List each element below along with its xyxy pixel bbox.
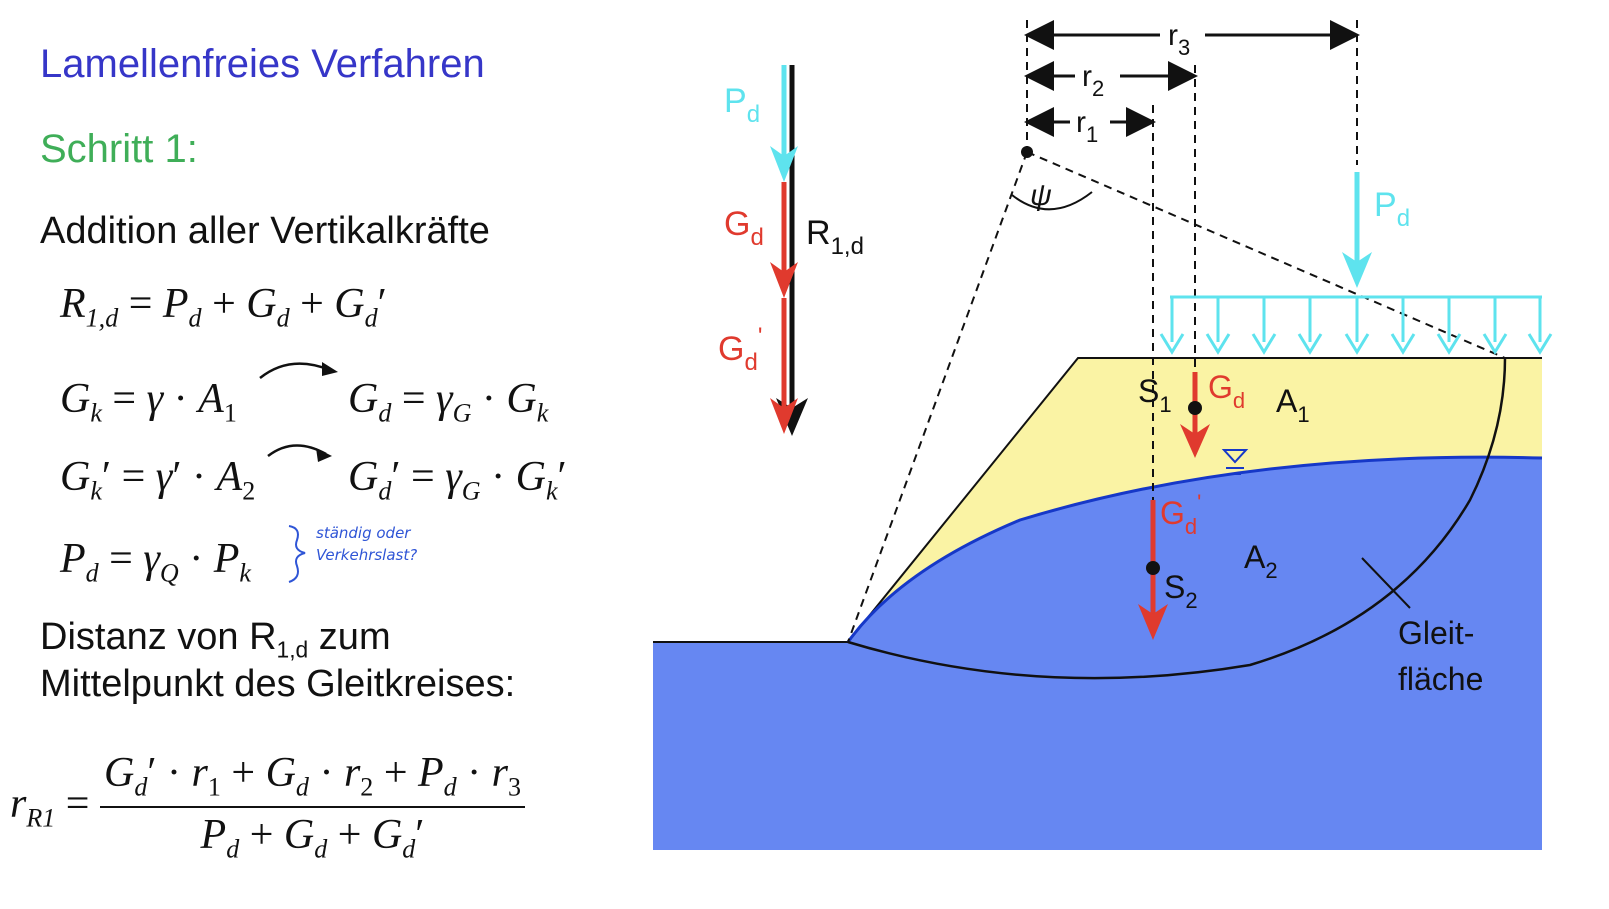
a1-label: A1: [1276, 383, 1310, 427]
distance-text-line1: Distanz von R: [40, 616, 277, 658]
psi-label: ψ: [1030, 179, 1052, 212]
handwritten-note-line2: Verkehrslast?: [316, 545, 418, 564]
distance-text-line1-end: zum: [308, 616, 391, 658]
distributed-load-arrowhead: [1482, 333, 1508, 355]
handwritten-arrows: [259, 362, 338, 462]
equation-gd-prime: Gd′ = γG · Gk′: [348, 454, 567, 506]
addition-heading: Addition aller Vertikalkräfte: [40, 210, 490, 252]
s2-label: S2: [1164, 569, 1198, 613]
gleitflaeche-label-line2: fläche: [1398, 661, 1483, 697]
fraction: Gd′ · r1 + Gd · r2 + Pd · r3 Pd + Gd + G…: [99, 752, 526, 863]
slope-surface-line: [653, 357, 1542, 643]
equation-gd: Gd = γG · Gk: [348, 376, 549, 428]
gd-vector-label: Gd: [724, 205, 764, 251]
pd-load-arrowhead: [1342, 252, 1372, 288]
radius-line-right: [1026, 151, 1506, 359]
distributed-load-arrowhead: [1344, 333, 1370, 355]
gd-vector-arrowhead: [770, 262, 798, 298]
equation-pd: Pd = γQ · Pk: [60, 536, 251, 588]
gd-prime-vector-arrowhead: [770, 398, 798, 434]
distributed-load-arrowhead: [1297, 333, 1323, 355]
distributed-load-arrowhead: [1527, 333, 1553, 355]
s1-point: [1188, 401, 1202, 415]
gd-slope-label: Gd: [1208, 369, 1245, 413]
resultant-label: R1,d: [806, 214, 864, 260]
distributed-load-arrowhead: [1159, 333, 1185, 355]
distributed-load-arrows: [1159, 297, 1553, 355]
water-table-symbol: [1221, 449, 1249, 475]
distance-text: Distanz von R1,d zum Mittelpunkt des Gle…: [40, 616, 515, 706]
distance-text-line2: Mittelpunkt des Gleitkreises:: [40, 662, 516, 705]
psi-angle-arc: [1011, 191, 1093, 211]
pd-load-label: Pd: [1374, 186, 1410, 232]
gd-prime-slope-arrowhead: [1138, 604, 1168, 640]
s1-label: S1: [1138, 373, 1172, 417]
handwritten-note-line1: ständig oder: [316, 524, 411, 542]
gd-prime-slope-label: Gd': [1160, 490, 1201, 539]
distributed-load-arrowhead: [1251, 333, 1277, 355]
slip-circle: [847, 357, 1507, 680]
distance-text-sub: 1,d: [276, 636, 309, 663]
gleitflaeche-leader: [1361, 557, 1411, 609]
r2-label: r2: [1082, 60, 1104, 101]
equation-resultant: R1,d = Pd + Gd + Gd′: [60, 281, 387, 333]
equation-gk-prime: Gk′ = γ′ · A2: [60, 454, 256, 506]
handwritten-note: ständig oder Verkehrslast?: [316, 524, 418, 564]
r1-label: r1: [1076, 106, 1098, 147]
equation-gk: Gk = γ · A1: [60, 376, 237, 428]
pd-vector-label: Pd: [724, 82, 760, 128]
s2-point: [1146, 561, 1160, 575]
distributed-load-arrowhead: [1205, 333, 1231, 355]
a2-label: A2: [1244, 539, 1278, 583]
handwritten-brace: [288, 525, 306, 583]
gd-prime-vector-label: Gd': [718, 323, 762, 376]
distributed-load-arrowhead: [1436, 333, 1462, 355]
pd-vector-arrowhead: [770, 146, 798, 182]
gd-slope-arrowhead: [1180, 424, 1210, 458]
distributed-load-arrowhead: [1390, 333, 1416, 355]
saturated-zone: [848, 457, 1542, 642]
radius-line-left: [847, 151, 1028, 643]
r3-label: r3: [1168, 19, 1190, 60]
water-table-line: [846, 455, 1543, 643]
equation-distance: rR1 = Gd′ · r1 + Gd · r2 + Pd · r3 Pd + …: [10, 752, 526, 863]
step-label: Schritt 1:: [40, 127, 198, 171]
subtitle: Lamellenfreies Verfahren: [40, 42, 485, 86]
ground-body: [653, 642, 1542, 850]
gleitflaeche-label-line1: Gleit-: [1398, 615, 1474, 651]
